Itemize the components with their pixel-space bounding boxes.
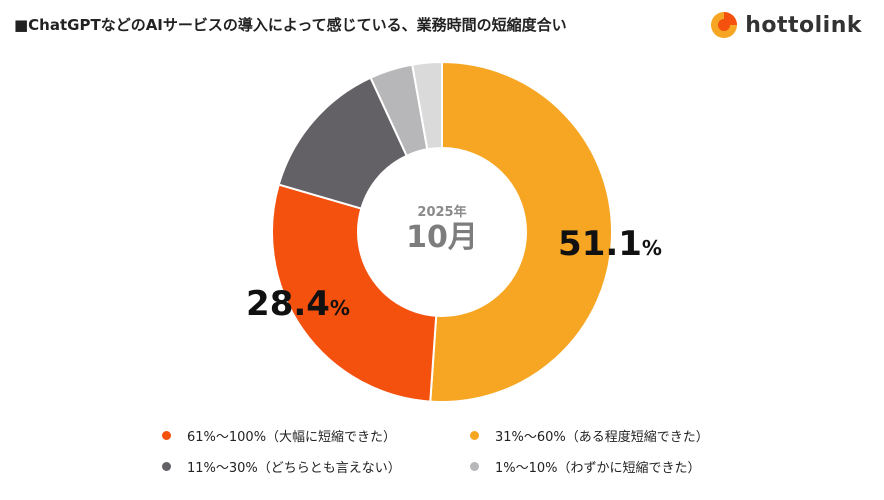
legend-label: 61%〜100%（大幅に短縮できた）	[187, 430, 397, 445]
data-label-51-1: 51.1%	[558, 224, 662, 264]
legend-item: 1%〜10%（わずかに短縮できた）	[470, 457, 770, 476]
legend-swatch	[470, 431, 479, 440]
legend-label: 1%〜10%（わずかに短縮できた）	[495, 461, 701, 476]
center-month-label: 10月	[406, 220, 478, 255]
donut-slice-4	[411, 60, 443, 151]
legend-item: 11%〜30%（どちらとも言えない）	[162, 457, 470, 476]
donut-slices	[271, 60, 614, 403]
donut-chart: 2025年 10月 51.1% 28.4%	[246, 60, 662, 403]
brand-logo: hottolink	[711, 12, 862, 38]
legend-swatch	[162, 431, 171, 440]
brand-name: hottolink	[745, 12, 862, 38]
legend-item: 61%〜100%（大幅に短縮できた）	[162, 426, 470, 445]
legend-swatch	[162, 462, 171, 471]
legend-label: 31%〜60%（ある程度短縮できた）	[495, 430, 709, 445]
hottolink-logo-icon	[711, 12, 738, 38]
legend-item: 31%〜60%（ある程度短縮できた）	[470, 426, 770, 445]
donut-slice-1	[271, 183, 438, 403]
chart-title: ■ChatGPTなどのAIサービスの導入によって感じている、業務時間の短縮度合い	[14, 16, 567, 34]
data-label-28-4: 28.4%	[246, 284, 350, 324]
center-year-label: 2025年	[417, 204, 466, 220]
legend-label: 11%〜30%（どちらとも言えない）	[187, 461, 401, 476]
legend-swatch	[470, 462, 479, 471]
donut-slice-0	[429, 60, 614, 403]
chart-legend: 61%〜100%（大幅に短縮できた） 31%〜60%（ある程度短縮できた） 11…	[162, 426, 770, 476]
